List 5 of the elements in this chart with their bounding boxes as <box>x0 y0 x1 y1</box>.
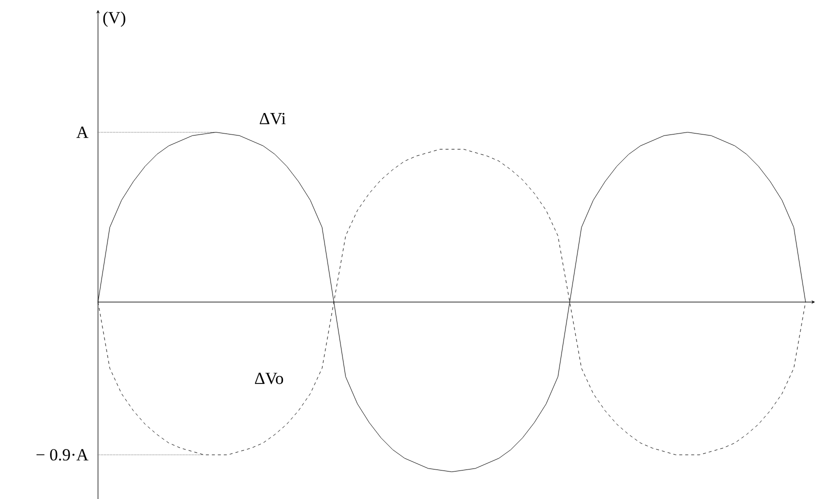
text: (V) <box>103 11 126 27</box>
text: − 0.9·A <box>36 448 88 460</box>
text: A <box>76 126 88 138</box>
series-label: ΔVo <box>254 372 284 384</box>
series-label: ΔVi <box>260 112 286 124</box>
